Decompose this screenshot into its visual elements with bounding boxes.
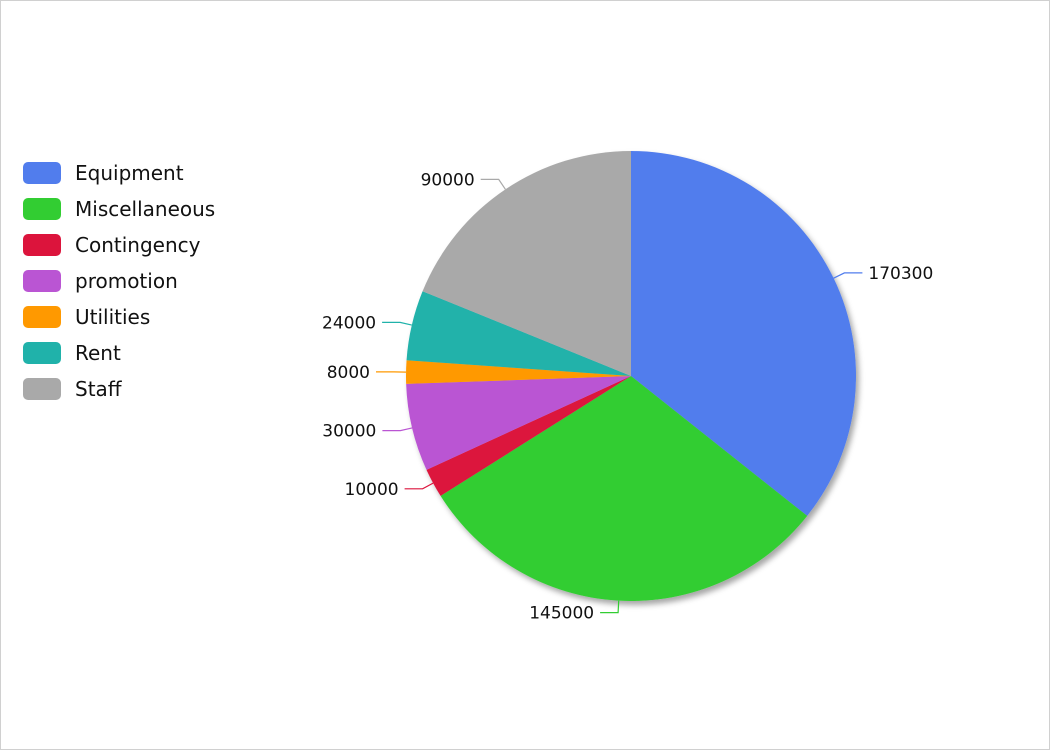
leader-line-equipment	[833, 272, 863, 279]
legend-item-staff[interactable]: Staff	[23, 371, 215, 407]
pie-slice-miscellaneous[interactable]	[440, 376, 808, 601]
legend-label-contingency: Contingency	[75, 233, 201, 257]
pie-slice-rent[interactable]	[406, 291, 631, 376]
leader-line-promotion	[382, 427, 413, 432]
data-label-staff: 90000	[421, 170, 475, 190]
data-label-equipment: 170300	[868, 264, 933, 284]
legend-swatch-staff	[23, 378, 61, 400]
pie-slice-utilities[interactable]	[405, 360, 631, 384]
pie-slice-equipment[interactable]	[631, 151, 857, 516]
legend-swatch-miscellaneous	[23, 198, 61, 220]
legend-item-equipment[interactable]: Equipment	[23, 155, 215, 191]
legend-item-contingency[interactable]: Contingency	[23, 227, 215, 263]
data-label-miscellaneous: 145000	[529, 604, 594, 624]
legend-label-miscellaneous: Miscellaneous	[75, 197, 216, 221]
legend-swatch-equipment	[23, 162, 61, 184]
legend-swatch-rent	[23, 342, 61, 364]
data-label-contingency: 10000	[345, 480, 399, 500]
leader-line-staff	[480, 178, 506, 190]
legend-item-promotion[interactable]: promotion	[23, 263, 215, 299]
leader-lines	[376, 178, 863, 614]
legend-label-staff: Staff	[75, 377, 122, 401]
legend-swatch-utilities	[23, 306, 61, 328]
leader-line-contingency	[404, 482, 434, 490]
data-labels: 170300 145000 10000 30000 8000 24000 90000	[322, 170, 933, 623]
leader-line-miscellaneous	[600, 600, 620, 614]
legend-item-utilities[interactable]: Utilities	[23, 299, 215, 335]
legend-item-miscellaneous[interactable]: Miscellaneous	[23, 191, 215, 227]
legend-swatch-promotion	[23, 270, 61, 292]
pie-slice-contingency[interactable]	[426, 376, 632, 496]
data-label-promotion: 30000	[322, 422, 376, 442]
legend-label-rent: Rent	[75, 341, 121, 365]
chart-legend: Equipment Miscellaneous Contingency prom…	[23, 155, 215, 407]
data-label-utilities: 8000	[327, 363, 370, 383]
legend-label-promotion: promotion	[75, 269, 178, 293]
pie-slices	[405, 151, 857, 601]
legend-item-rent[interactable]: Rent	[23, 335, 215, 371]
pie-slice-promotion[interactable]	[406, 376, 631, 470]
legend-label-utilities: Utilities	[75, 305, 151, 329]
legend-label-equipment: Equipment	[75, 161, 184, 185]
pie-slice-staff[interactable]	[422, 151, 631, 376]
legend-swatch-contingency	[23, 234, 61, 256]
leader-line-rent	[382, 321, 412, 326]
data-label-rent: 24000	[322, 313, 376, 333]
